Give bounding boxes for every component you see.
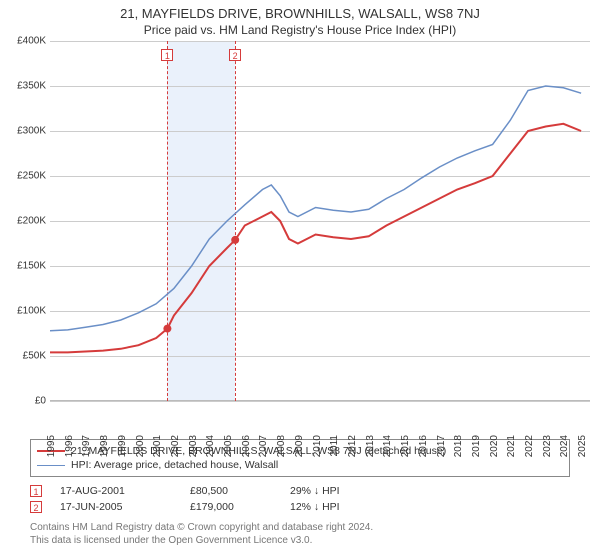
sale-date: 17-AUG-2001	[60, 485, 190, 497]
xtick-label: 2022	[522, 435, 535, 457]
sales-table: 1 17-AUG-2001£80,50029% ↓ HPI 2 17-JUN-2005…	[30, 483, 570, 515]
xtick-label: 2002	[168, 435, 181, 457]
sale-point	[163, 325, 171, 333]
xtick-label: 2015	[398, 435, 411, 457]
x-axis-ticks: 1995199619971998199920002001200220032004…	[50, 401, 590, 435]
xtick-label: 1995	[44, 435, 57, 457]
footnote-line: Contains HM Land Registry data © Crown c…	[30, 521, 570, 534]
plot-area: £0£50K£100K£150K£200K£250K£300K£350K£400…	[50, 41, 590, 401]
series-line-hpi	[50, 86, 581, 331]
xtick-label: 2012	[345, 435, 358, 457]
sale-marker: 2	[30, 501, 42, 513]
xtick-label: 2019	[469, 435, 482, 457]
xtick-label: 1996	[62, 435, 75, 457]
xtick-label: 2017	[434, 435, 447, 457]
sale-price: £80,500	[190, 485, 290, 497]
legend-row: HPI: Average price, detached house, Wals…	[37, 458, 563, 472]
xtick-label: 2006	[239, 435, 252, 457]
sale-price: £179,000	[190, 501, 290, 513]
xtick-label: 2021	[504, 435, 517, 457]
ytick-label: £150K	[17, 261, 50, 272]
xtick-label: 2024	[557, 435, 570, 457]
sale-point	[231, 236, 239, 244]
xtick-label: 2010	[310, 435, 323, 457]
xtick-label: 2018	[451, 435, 464, 457]
sale-rel: 29% ↓ HPI	[290, 485, 570, 497]
xtick-label: 2004	[203, 435, 216, 457]
ytick-label: £0	[35, 396, 50, 407]
xtick-label: 2007	[256, 435, 269, 457]
footnote-line: This data is licensed under the Open Gov…	[30, 534, 570, 547]
ytick-label: £400K	[17, 36, 50, 47]
ytick-label: £50K	[23, 351, 50, 362]
ytick-label: £100K	[17, 306, 50, 317]
xtick-label: 2011	[327, 435, 340, 457]
sale-row: 1 17-AUG-2001£80,50029% ↓ HPI	[30, 483, 570, 499]
xtick-label: 1998	[97, 435, 110, 457]
xtick-label: 2000	[133, 435, 146, 457]
line-svg	[50, 41, 590, 401]
xtick-label: 2009	[292, 435, 305, 457]
xtick-label: 2003	[186, 435, 199, 457]
xtick-label: 2001	[150, 435, 163, 457]
legend-swatch	[37, 465, 65, 466]
xtick-label: 2025	[575, 435, 588, 457]
xtick-label: 1997	[79, 435, 92, 457]
chart-subtitle: Price paid vs. HM Land Registry's House …	[0, 21, 600, 41]
xtick-label: 2005	[221, 435, 234, 457]
xtick-label: 1999	[115, 435, 128, 457]
xtick-label: 2020	[487, 435, 500, 457]
ytick-label: £200K	[17, 216, 50, 227]
ytick-label: £250K	[17, 171, 50, 182]
xtick-label: 2016	[416, 435, 429, 457]
footnote: Contains HM Land Registry data © Crown c…	[30, 521, 570, 547]
series-line-price_paid	[50, 124, 581, 353]
sale-marker: 1	[30, 485, 42, 497]
xtick-label: 2023	[540, 435, 553, 457]
sale-date: 17-JUN-2005	[60, 501, 190, 513]
legend-label: HPI: Average price, detached house, Wals…	[71, 459, 278, 471]
ytick-label: £300K	[17, 126, 50, 137]
xtick-label: 2008	[274, 435, 287, 457]
sale-rel: 12% ↓ HPI	[290, 501, 570, 513]
xtick-label: 2014	[380, 435, 393, 457]
xtick-label: 2013	[363, 435, 376, 457]
sale-row: 2 17-JUN-2005£179,00012% ↓ HPI	[30, 499, 570, 515]
ytick-label: £350K	[17, 81, 50, 92]
chart-container: 21, MAYFIELDS DRIVE, BROWNHILLS, WALSALL…	[0, 0, 600, 560]
chart-title: 21, MAYFIELDS DRIVE, BROWNHILLS, WALSALL…	[0, 0, 600, 21]
